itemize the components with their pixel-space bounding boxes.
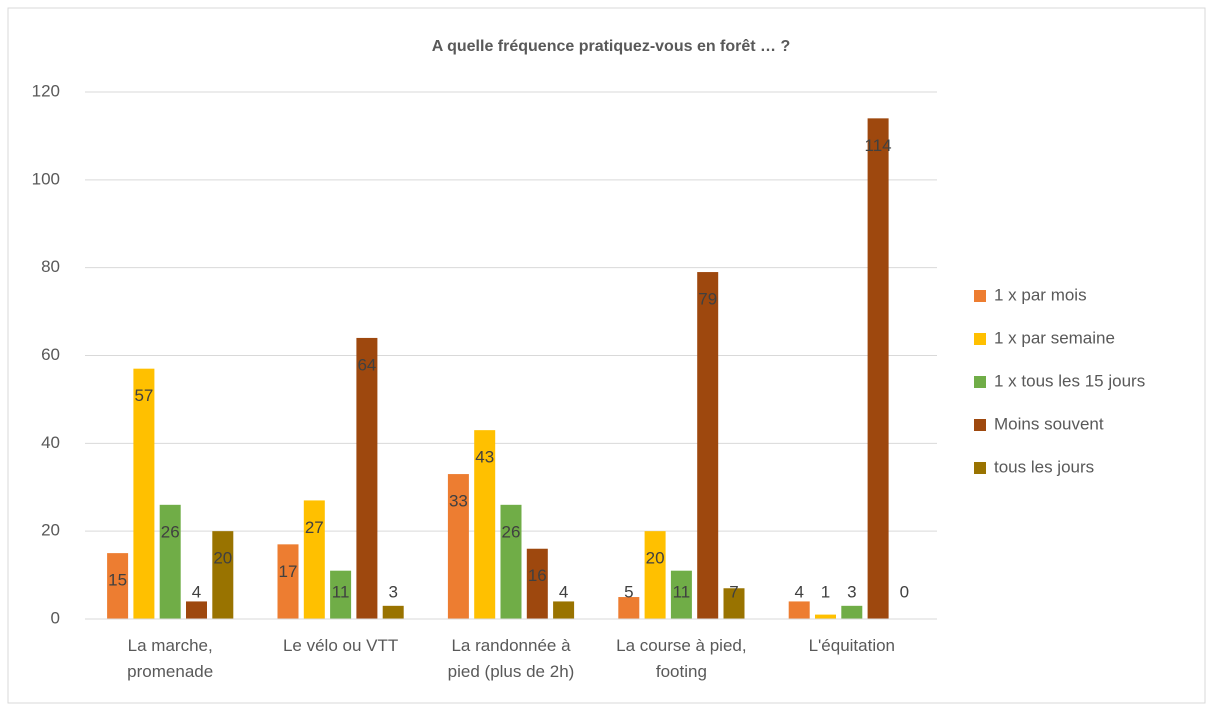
data-label: 114 [865,136,892,155]
chart-border [7,7,1206,704]
data-label: 26 [161,522,180,541]
data-label: 64 [357,355,376,374]
bar [330,570,352,619]
bar [697,272,719,619]
y-tick-label: 20 [41,521,60,540]
data-label: 3 [388,582,397,601]
data-label: 0 [900,582,909,601]
bar [277,544,299,619]
data-label: 17 [279,562,298,581]
bar [670,570,692,619]
bar [133,368,155,619]
bar [723,588,745,619]
bar [303,500,325,619]
bar [212,531,234,619]
bar [447,474,469,619]
legend-label: Moins souvent [994,414,1104,433]
bar [553,601,575,619]
data-label: 4 [794,582,803,601]
bar [107,553,129,619]
bar [867,118,889,619]
legend-label: 1 x tous les 15 jours [994,371,1145,390]
bar [644,531,666,619]
x-tick-label: La randonnée à pied (plus de 2h) [447,636,575,681]
legend-swatch [974,290,986,302]
y-tick-label: 60 [41,345,60,364]
data-label: 1 [821,582,830,601]
x-tick-label: La course à pied, footing [616,636,747,681]
bar [500,504,522,619]
data-label: 20 [646,549,665,568]
legend-swatch [974,333,986,345]
data-label: 20 [213,549,232,568]
legend-swatch [974,462,986,474]
data-label: 5 [624,582,633,601]
data-label: 27 [305,518,324,537]
bar [526,548,548,619]
bar [474,430,496,619]
data-label: 4 [192,582,201,601]
bar [788,601,810,619]
bar [815,614,836,619]
y-tick-label: 120 [32,81,60,100]
data-label: 11 [673,582,691,601]
x-tick-label: La marche, promenade [127,636,214,681]
y-tick-label: 100 [32,169,60,188]
data-label: 3 [847,582,856,601]
data-label: 57 [134,386,153,405]
data-label: 33 [449,492,468,511]
legend-label: tous les jours [994,457,1094,476]
x-tick-label: Le vélo ou VTT [282,636,399,655]
legend-swatch [974,376,986,388]
data-label: 26 [502,522,521,541]
bar [356,337,378,619]
y-tick-label: 40 [41,433,60,452]
bar [382,605,404,619]
legend-label: 1 x par mois [994,285,1087,304]
data-label: 15 [108,571,127,590]
y-tick-label: 0 [51,608,60,627]
data-label: 11 [332,582,350,601]
y-tick-label: 80 [41,257,60,276]
data-label: 16 [528,566,547,585]
legend-swatch [974,419,986,431]
bar [186,601,207,619]
legend-label: 1 x par semaine [994,328,1115,347]
data-label: 79 [698,290,717,309]
bar [159,504,181,619]
data-label: 43 [475,448,494,467]
data-label: 7 [729,582,738,601]
bar [841,605,863,619]
bar [618,597,640,619]
data-label: 4 [559,582,568,601]
x-tick-label: L'équitation [808,636,896,655]
chart-title: A quelle fréquence pratiquez-vous en for… [432,38,791,55]
